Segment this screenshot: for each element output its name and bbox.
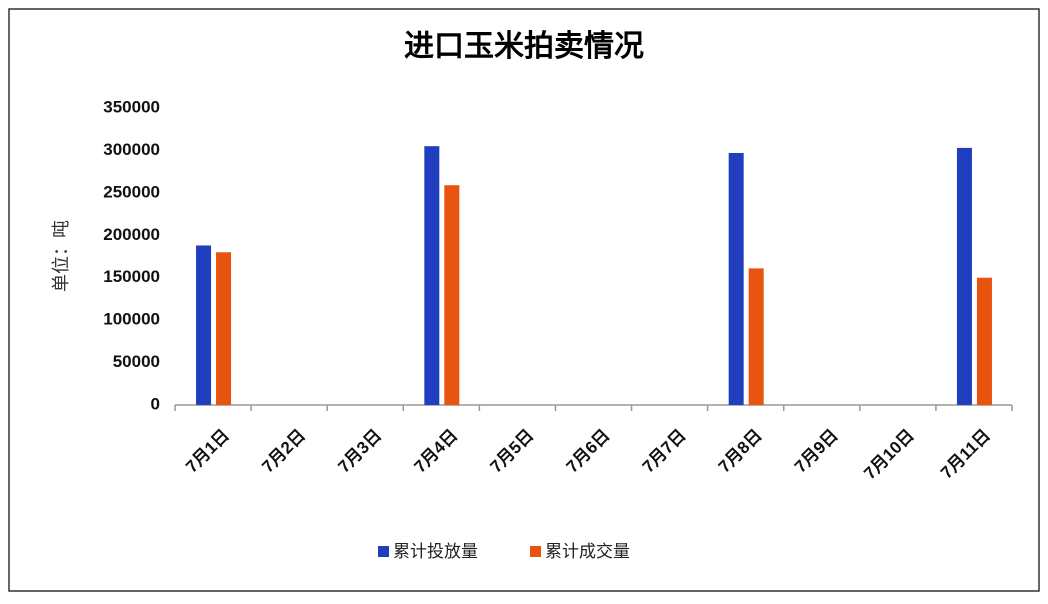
bar	[216, 252, 232, 405]
y-tick-label: 0	[151, 394, 160, 413]
bar	[196, 245, 212, 405]
y-tick-label: 250000	[103, 182, 160, 201]
bar	[956, 147, 972, 405]
chart-title: 进口玉米拍卖情况	[404, 29, 644, 64]
bar	[444, 185, 460, 405]
bar	[976, 277, 992, 405]
y-tick-label: 200000	[103, 225, 160, 244]
y-tick-label: 300000	[103, 140, 160, 159]
legend-label: 累计成交量	[545, 542, 630, 562]
bar	[728, 152, 744, 405]
bar	[424, 146, 440, 405]
bar	[748, 268, 764, 405]
y-tick-label: 350000	[103, 97, 160, 116]
chart-border	[8, 8, 1040, 592]
y-axis-label: 单位：吨	[51, 220, 72, 292]
legend-swatch	[530, 546, 541, 557]
y-tick-label: 100000	[103, 310, 160, 329]
legend-label: 累计投放量	[393, 542, 478, 562]
legend-swatch	[378, 546, 389, 557]
y-tick-label: 150000	[103, 267, 160, 286]
y-tick-label: 50000	[113, 352, 160, 371]
